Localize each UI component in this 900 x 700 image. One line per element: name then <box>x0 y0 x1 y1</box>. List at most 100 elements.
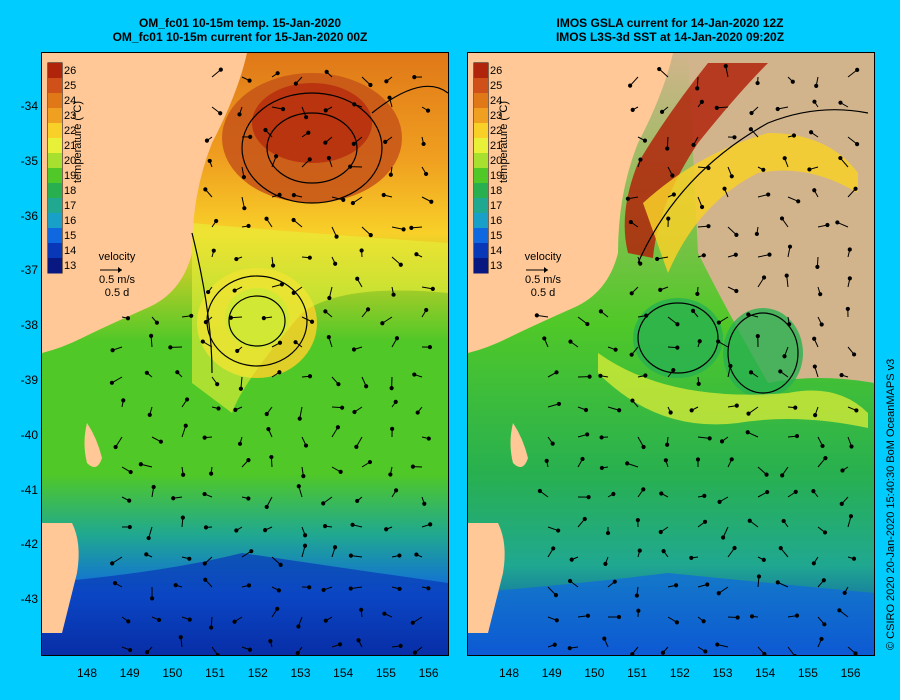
latitude-tick: -38 <box>20 318 38 333</box>
current-vector-head <box>302 543 308 548</box>
current-vector-head <box>214 218 219 224</box>
current-vector-head <box>128 469 133 475</box>
current-vector-head <box>605 530 611 536</box>
current-vector-head <box>351 141 356 147</box>
current-vector-head <box>675 345 680 350</box>
current-vector-head <box>723 64 728 69</box>
current-vector-head <box>332 545 338 550</box>
longitude-tick: 153 <box>290 666 311 680</box>
colorbar-swatch <box>48 243 62 259</box>
current-vector-head <box>791 133 797 138</box>
longitude-tick: 152 <box>669 666 690 680</box>
current-vector-head <box>232 619 237 624</box>
colorbar-swatch <box>474 123 488 139</box>
current-vector-head <box>425 108 431 113</box>
current-vector-head <box>322 524 328 529</box>
current-vector-head <box>350 200 356 206</box>
current-vector-head <box>389 386 394 391</box>
current-vector-head <box>426 586 431 591</box>
current-vector-head <box>156 617 162 623</box>
current-vector-head <box>554 618 559 623</box>
current-vector-head <box>181 472 186 477</box>
current-vector-head <box>781 518 786 524</box>
left-title-line2: OM_fc01 10-15m current for 15-Jan-2020 0… <box>112 30 368 44</box>
current-vector-head <box>235 348 240 354</box>
colorbar-label: 16 <box>64 214 77 227</box>
colorbar-swatch <box>48 78 62 94</box>
current-vector-head <box>261 316 266 321</box>
colorbar-swatch <box>48 198 62 214</box>
current-vector-head <box>552 642 557 647</box>
colorbar-swatch <box>48 228 62 244</box>
current-vector-head <box>775 106 780 112</box>
current-vector-head <box>823 455 828 461</box>
current-vector-head <box>706 165 711 171</box>
colorbar-swatch <box>474 63 488 79</box>
satellite-sst-map: 26 25 24 23 22 21 20 19 18 17 16 15 14 13 temperature… <box>467 52 875 656</box>
colorbar-label: 15 <box>64 229 77 242</box>
current-vector-head <box>855 67 860 72</box>
latitude-tick: -40 <box>20 427 38 442</box>
current-vector-head <box>430 286 435 291</box>
current-vector-head <box>537 488 543 494</box>
current-vector-head <box>544 458 549 463</box>
colorbar-label: 20 <box>64 154 77 167</box>
current-vector-head <box>625 196 631 201</box>
current-vector-head <box>814 83 819 88</box>
current-vector-head <box>628 219 633 225</box>
colorbar-label: 21 <box>490 139 503 152</box>
latitude-tick: -37 <box>20 263 38 278</box>
current-vector-head <box>348 164 353 169</box>
current-vector-head <box>151 484 156 490</box>
current-vector-head <box>691 142 696 148</box>
current-vector-head <box>324 69 329 74</box>
current-vector-head <box>617 408 622 413</box>
current-vector-head <box>280 106 286 112</box>
current-vector-head <box>297 416 302 421</box>
current-vector-head <box>412 75 417 80</box>
current-vector-head <box>796 199 801 204</box>
current-vector-head <box>335 425 341 430</box>
current-vector-head <box>635 518 640 523</box>
current-vector-head <box>291 193 296 198</box>
current-vector-head <box>301 474 306 479</box>
current-vector-head <box>428 522 433 527</box>
current-vector-head <box>716 591 721 596</box>
colorbar-title: temperature (°C) <box>72 100 84 183</box>
current-vector-head <box>674 583 679 588</box>
current-vector-head <box>657 66 662 72</box>
current-vector-head <box>585 321 590 327</box>
colorbar-label: 23 <box>64 109 77 122</box>
current-vector-head <box>291 290 296 295</box>
colorbar-label: 20 <box>490 154 503 167</box>
current-vector-head <box>293 81 298 86</box>
current-vector-head <box>550 441 555 446</box>
colorbar-label: 18 <box>490 184 503 197</box>
current-vector-head <box>356 638 361 643</box>
current-vector-head <box>200 339 205 344</box>
current-vector-head <box>384 79 389 84</box>
current-vector-head <box>707 436 712 441</box>
current-vector-head <box>840 468 845 473</box>
current-vector-head <box>634 593 639 598</box>
current-vector-head <box>415 410 420 415</box>
current-vector-head <box>812 188 817 193</box>
current-vector-head <box>422 501 427 506</box>
current-vector-head <box>794 433 800 439</box>
current-vector-head <box>126 619 131 624</box>
velocity-legend-duration: 0.5 d <box>530 287 556 299</box>
current-vector-head <box>145 650 150 655</box>
current-vector-head <box>714 105 719 110</box>
current-vector-head <box>813 412 818 418</box>
current-vector-head <box>158 439 164 444</box>
current-vector-head <box>765 489 770 495</box>
current-vector-head <box>853 186 858 191</box>
current-vector-head <box>296 624 301 629</box>
current-vector-head <box>807 167 812 172</box>
current-vector-head <box>716 339 721 344</box>
current-vector-head <box>321 587 326 593</box>
current-vector-head <box>388 172 393 177</box>
current-vector-head <box>642 138 648 143</box>
current-vector-head <box>551 546 556 551</box>
current-vector-head <box>394 336 400 341</box>
